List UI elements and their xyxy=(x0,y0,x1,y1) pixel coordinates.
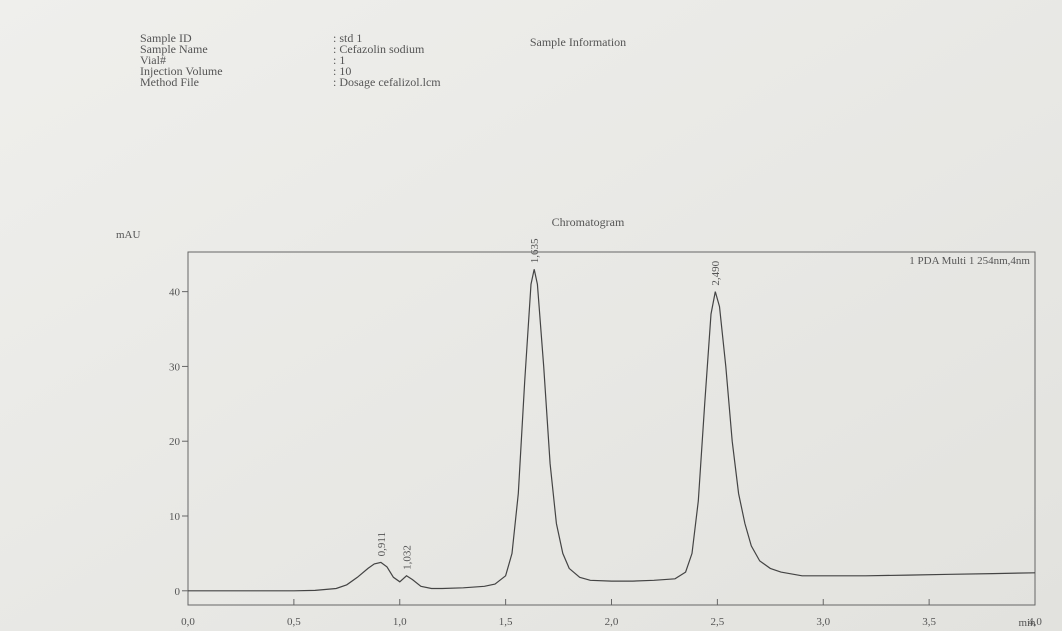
y-tick-label: 20 xyxy=(169,436,181,448)
x-tick-label: 0,0 xyxy=(181,616,195,628)
peak-label: 1,032 xyxy=(402,545,414,570)
paper xyxy=(0,0,1062,631)
x-tick-label: 2,5 xyxy=(711,616,725,628)
legend-entry: 1 PDA Multi 1 254nm,4nm xyxy=(909,255,1030,267)
y-tick-label: 30 xyxy=(169,361,181,373)
x-tick-label: 4,0 xyxy=(1028,616,1042,628)
peak-label: 2,490 xyxy=(710,260,722,285)
y-tick-label: 40 xyxy=(169,287,181,299)
info-label: Method File xyxy=(140,75,199,89)
y-tick-label: 10 xyxy=(169,511,181,523)
peak-label: 1,635 xyxy=(529,238,541,263)
info-title: Sample Information xyxy=(530,35,626,49)
x-tick-label: 3,5 xyxy=(922,616,936,628)
chart-title: Chromatogram xyxy=(552,215,625,229)
info-value: : Cefazolin sodium xyxy=(333,42,425,56)
y-axis-label: mAU xyxy=(116,229,141,241)
x-tick-label: 2,0 xyxy=(605,616,619,628)
x-tick-label: 1,5 xyxy=(499,616,513,628)
info-value: : Dosage cefalizol.lcm xyxy=(333,75,441,89)
y-tick-label: 0 xyxy=(175,586,181,598)
x-tick-label: 0,5 xyxy=(287,616,301,628)
peak-label: 0,911 xyxy=(376,532,388,556)
page: Sample Information Chromatogram mAU min … xyxy=(0,0,1062,631)
x-tick-label: 1,0 xyxy=(393,616,407,628)
x-tick-label: 3,0 xyxy=(816,616,830,628)
